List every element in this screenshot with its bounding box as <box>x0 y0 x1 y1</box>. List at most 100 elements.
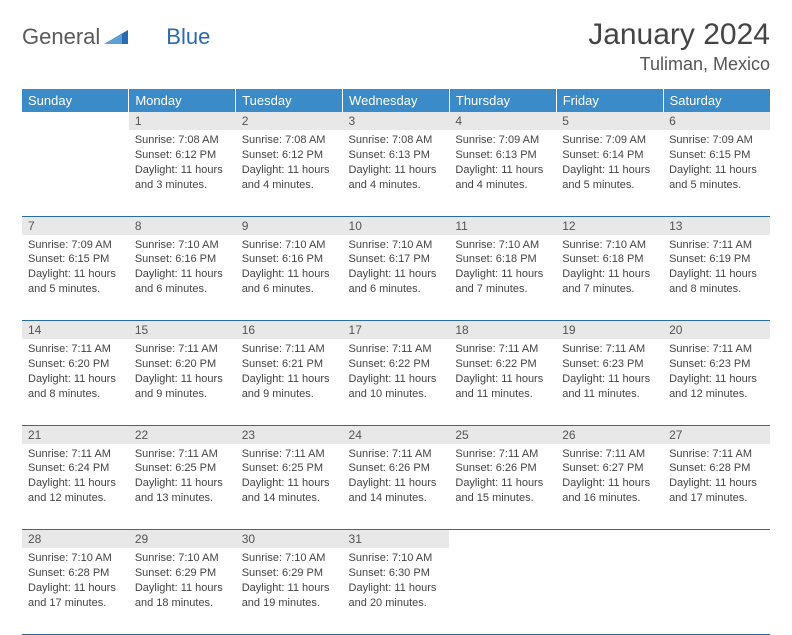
daynum-cell: 15 <box>129 321 236 340</box>
day-header: Tuesday <box>236 89 343 112</box>
day-content: Sunrise: 7:11 AMSunset: 6:20 PMDaylight:… <box>22 339 129 407</box>
day-number: 20 <box>663 321 770 339</box>
content-row: Sunrise: 7:09 AMSunset: 6:15 PMDaylight:… <box>22 235 770 321</box>
day-content: Sunrise: 7:11 AMSunset: 6:25 PMDaylight:… <box>236 444 343 512</box>
content-row: Sunrise: 7:11 AMSunset: 6:20 PMDaylight:… <box>22 339 770 425</box>
day-number: 3 <box>343 112 450 130</box>
day-header-row: SundayMondayTuesdayWednesdayThursdayFrid… <box>22 89 770 112</box>
day-content: Sunrise: 7:10 AMSunset: 6:29 PMDaylight:… <box>236 548 343 616</box>
daynum-cell: 11 <box>449 216 556 235</box>
daynum-cell: 22 <box>129 425 236 444</box>
day-cell: Sunrise: 7:09 AMSunset: 6:14 PMDaylight:… <box>556 130 663 216</box>
daynum-cell: 9 <box>236 216 343 235</box>
day-number <box>22 112 129 116</box>
daynum-cell: 18 <box>449 321 556 340</box>
daynum-cell <box>663 530 770 549</box>
content-row: Sunrise: 7:10 AMSunset: 6:28 PMDaylight:… <box>22 548 770 634</box>
day-number: 19 <box>556 321 663 339</box>
day-number: 4 <box>449 112 556 130</box>
day-number <box>663 530 770 534</box>
day-content: Sunrise: 7:11 AMSunset: 6:20 PMDaylight:… <box>129 339 236 407</box>
daynum-cell: 5 <box>556 112 663 130</box>
day-number: 17 <box>343 321 450 339</box>
day-content: Sunrise: 7:11 AMSunset: 6:25 PMDaylight:… <box>129 444 236 512</box>
day-cell: Sunrise: 7:11 AMSunset: 6:26 PMDaylight:… <box>343 444 450 530</box>
daynum-cell: 26 <box>556 425 663 444</box>
day-number <box>556 530 663 534</box>
day-content: Sunrise: 7:11 AMSunset: 6:23 PMDaylight:… <box>663 339 770 407</box>
daynum-cell: 20 <box>663 321 770 340</box>
daynum-cell: 7 <box>22 216 129 235</box>
day-cell: Sunrise: 7:11 AMSunset: 6:20 PMDaylight:… <box>129 339 236 425</box>
day-header: Sunday <box>22 89 129 112</box>
location: Tuliman, Mexico <box>588 54 770 75</box>
day-number: 29 <box>129 530 236 548</box>
day-number: 15 <box>129 321 236 339</box>
daynum-row: 14151617181920 <box>22 321 770 340</box>
day-cell: Sunrise: 7:08 AMSunset: 6:12 PMDaylight:… <box>129 130 236 216</box>
day-header: Friday <box>556 89 663 112</box>
header: General Blue January 2024 Tuliman, Mexic… <box>22 18 770 75</box>
title-block: January 2024 Tuliman, Mexico <box>588 18 770 75</box>
day-number: 18 <box>449 321 556 339</box>
day-content: Sunrise: 7:10 AMSunset: 6:28 PMDaylight:… <box>22 548 129 616</box>
day-cell <box>449 548 556 634</box>
daynum-cell <box>22 112 129 130</box>
daynum-cell: 14 <box>22 321 129 340</box>
logo-triangle-icon <box>104 26 128 49</box>
logo-text-general: General <box>22 24 100 50</box>
daynum-cell: 25 <box>449 425 556 444</box>
day-content: Sunrise: 7:10 AMSunset: 6:18 PMDaylight:… <box>449 235 556 303</box>
day-cell: Sunrise: 7:08 AMSunset: 6:12 PMDaylight:… <box>236 130 343 216</box>
day-content: Sunrise: 7:10 AMSunset: 6:18 PMDaylight:… <box>556 235 663 303</box>
day-cell: Sunrise: 7:11 AMSunset: 6:21 PMDaylight:… <box>236 339 343 425</box>
day-number: 7 <box>22 217 129 235</box>
day-content: Sunrise: 7:11 AMSunset: 6:22 PMDaylight:… <box>343 339 450 407</box>
day-cell <box>663 548 770 634</box>
day-number: 11 <box>449 217 556 235</box>
day-cell: Sunrise: 7:11 AMSunset: 6:25 PMDaylight:… <box>236 444 343 530</box>
day-header: Thursday <box>449 89 556 112</box>
day-number: 5 <box>556 112 663 130</box>
daynum-row: 123456 <box>22 112 770 130</box>
daynum-cell: 19 <box>556 321 663 340</box>
day-number: 21 <box>22 426 129 444</box>
day-content: Sunrise: 7:11 AMSunset: 6:27 PMDaylight:… <box>556 444 663 512</box>
day-cell: Sunrise: 7:11 AMSunset: 6:27 PMDaylight:… <box>556 444 663 530</box>
logo-text-blue: Blue <box>166 24 210 50</box>
day-header: Monday <box>129 89 236 112</box>
daynum-cell: 30 <box>236 530 343 549</box>
day-number: 2 <box>236 112 343 130</box>
day-cell: Sunrise: 7:11 AMSunset: 6:23 PMDaylight:… <box>663 339 770 425</box>
logo: General Blue <box>22 18 176 50</box>
day-cell: Sunrise: 7:11 AMSunset: 6:20 PMDaylight:… <box>22 339 129 425</box>
day-cell: Sunrise: 7:10 AMSunset: 6:17 PMDaylight:… <box>343 235 450 321</box>
daynum-cell: 3 <box>343 112 450 130</box>
day-cell: Sunrise: 7:11 AMSunset: 6:22 PMDaylight:… <box>343 339 450 425</box>
day-cell: Sunrise: 7:10 AMSunset: 6:16 PMDaylight:… <box>236 235 343 321</box>
day-content: Sunrise: 7:11 AMSunset: 6:26 PMDaylight:… <box>449 444 556 512</box>
day-number: 25 <box>449 426 556 444</box>
day-cell: Sunrise: 7:10 AMSunset: 6:30 PMDaylight:… <box>343 548 450 634</box>
day-number: 26 <box>556 426 663 444</box>
day-cell: Sunrise: 7:11 AMSunset: 6:26 PMDaylight:… <box>449 444 556 530</box>
day-content: Sunrise: 7:11 AMSunset: 6:23 PMDaylight:… <box>556 339 663 407</box>
day-content: Sunrise: 7:08 AMSunset: 6:12 PMDaylight:… <box>129 130 236 198</box>
day-content: Sunrise: 7:10 AMSunset: 6:29 PMDaylight:… <box>129 548 236 616</box>
day-content: Sunrise: 7:11 AMSunset: 6:22 PMDaylight:… <box>449 339 556 407</box>
day-number: 13 <box>663 217 770 235</box>
day-number: 24 <box>343 426 450 444</box>
day-content: Sunrise: 7:08 AMSunset: 6:13 PMDaylight:… <box>343 130 450 198</box>
day-number: 10 <box>343 217 450 235</box>
daynum-cell: 10 <box>343 216 450 235</box>
daynum-cell: 29 <box>129 530 236 549</box>
day-cell: Sunrise: 7:11 AMSunset: 6:24 PMDaylight:… <box>22 444 129 530</box>
daynum-cell: 8 <box>129 216 236 235</box>
daynum-cell: 21 <box>22 425 129 444</box>
daynum-cell <box>556 530 663 549</box>
daynum-cell: 17 <box>343 321 450 340</box>
daynum-cell: 27 <box>663 425 770 444</box>
day-number: 14 <box>22 321 129 339</box>
daynum-cell: 13 <box>663 216 770 235</box>
month-title: January 2024 <box>588 18 770 52</box>
